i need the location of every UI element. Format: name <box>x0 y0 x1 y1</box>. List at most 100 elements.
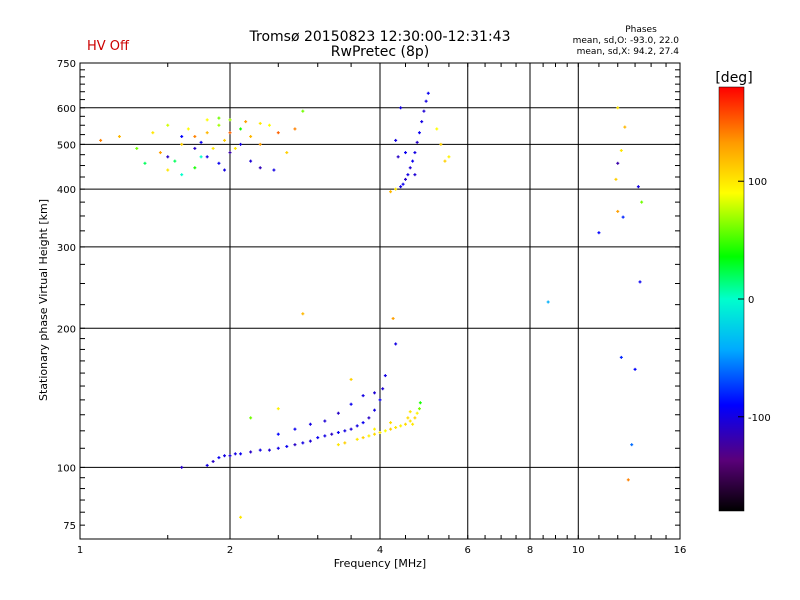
x-mode-point <box>117 135 121 139</box>
x-mode-point <box>378 430 382 434</box>
y-tick-label: 500 <box>57 140 76 151</box>
x-tick-label: 2 <box>227 545 233 556</box>
o-mode-point <box>413 173 417 177</box>
x-mode-point <box>301 312 305 316</box>
x-mode-point <box>158 151 162 155</box>
o-mode-point <box>424 99 428 103</box>
o-mode-point <box>403 151 407 155</box>
x-mode-point <box>614 177 618 181</box>
o-mode-point <box>239 452 243 456</box>
x-mode-point <box>408 419 412 423</box>
x-mode-point <box>394 187 398 191</box>
o-mode-point <box>249 159 253 163</box>
o-mode-point <box>211 459 215 463</box>
x-mode-point <box>166 123 170 127</box>
x-tick-label: 1 <box>77 545 83 556</box>
colorbar-label: [deg] <box>715 70 752 86</box>
x-mode-point <box>180 173 184 177</box>
o-mode-point <box>316 436 320 440</box>
x-mode-point <box>217 123 221 127</box>
o-mode-point <box>217 161 221 165</box>
chart-title: Tromsø 20150823 12:30:00-12:31:43 <box>249 29 511 45</box>
phase-stats-title: Phases <box>625 25 657 35</box>
o-mode-point <box>408 166 412 170</box>
x-mode-point <box>143 161 147 165</box>
x-mode-point <box>276 131 280 135</box>
x-mode-point <box>413 416 417 420</box>
x-mode-point <box>383 429 387 433</box>
x-mode-point <box>439 142 443 146</box>
o-mode-point <box>349 427 353 431</box>
x-mode-point <box>301 109 305 113</box>
x-mode-point <box>193 166 197 170</box>
x-mode-point <box>616 209 620 213</box>
o-mode-point <box>336 411 340 415</box>
o-mode-point <box>367 416 371 420</box>
x-mode-point <box>361 436 365 440</box>
x-mode-point <box>367 434 371 438</box>
o-mode-point <box>426 91 430 95</box>
y-tick-label: 100 <box>57 463 76 474</box>
x-mode-point <box>244 120 248 124</box>
x-mode-point <box>228 118 232 122</box>
colorbar: [deg] 100 0 -100 <box>715 70 771 512</box>
x-mode-point <box>373 432 377 436</box>
y-tick-label: 300 <box>57 243 76 254</box>
o-mode-point <box>361 421 365 425</box>
y-axis: 75 100 200 300 400 500 600 750 <box>57 59 680 532</box>
x-mode-point <box>443 159 447 163</box>
x-mode-point <box>267 123 271 127</box>
x-mode-point <box>217 116 221 120</box>
x-mode-point <box>417 407 421 411</box>
phase-stats-o: mean, sd,O: -93.0, 22.0 <box>573 36 680 46</box>
x-mode-point <box>205 118 209 122</box>
colorbar-ticks: 100 0 -100 <box>738 177 771 424</box>
o-mode-point <box>249 450 253 454</box>
x-mode-point <box>403 422 407 426</box>
o-mode-point <box>308 439 312 443</box>
o-mode-point <box>301 441 305 445</box>
o-mode-point <box>621 215 625 219</box>
o-mode-point <box>406 173 410 177</box>
o-mode-point <box>373 391 377 395</box>
x-mode-point <box>258 142 262 146</box>
o-mode-point <box>349 402 353 406</box>
x-mode-point <box>447 155 451 159</box>
y-tick-label: 750 <box>57 59 76 70</box>
o-mode-point <box>422 109 426 113</box>
x-mode-point <box>211 146 215 150</box>
o-mode-point <box>373 408 377 412</box>
o-mode-point <box>276 446 280 450</box>
o-mode-point <box>258 166 262 170</box>
x-axis: 1 2 4 6 8 10 16 <box>77 63 687 556</box>
o-mode-point <box>394 138 398 142</box>
colorbar-tick-label: 0 <box>748 295 754 306</box>
o-mode-point <box>180 135 184 139</box>
x-mode-point <box>180 142 184 146</box>
y-tick-label: 600 <box>57 104 76 115</box>
x-mode-point <box>193 135 197 139</box>
x-mode-point <box>389 421 393 425</box>
x-tick-label: 4 <box>377 545 383 556</box>
x-mode-point <box>135 146 139 150</box>
x-mode-point <box>151 131 155 135</box>
x-mode-point <box>239 515 243 519</box>
x-mode-point <box>418 401 422 405</box>
data-points <box>99 91 644 519</box>
o-mode-point <box>193 146 197 150</box>
o-mode-point <box>323 419 327 423</box>
x-tick-label: 10 <box>572 545 585 556</box>
o-mode-point <box>233 452 237 456</box>
x-mode-point <box>99 138 103 142</box>
x-mode-point <box>228 131 232 135</box>
x-tick-label: 8 <box>527 545 533 556</box>
x-mode-point <box>408 410 412 414</box>
o-mode-point <box>417 131 421 135</box>
o-mode-point <box>411 159 415 163</box>
x-tick-label: 16 <box>674 545 687 556</box>
o-mode-point <box>399 106 403 110</box>
x-mode-point <box>619 148 623 152</box>
o-mode-point <box>330 432 334 436</box>
o-mode-point <box>205 463 209 467</box>
x-mode-point <box>173 159 177 163</box>
